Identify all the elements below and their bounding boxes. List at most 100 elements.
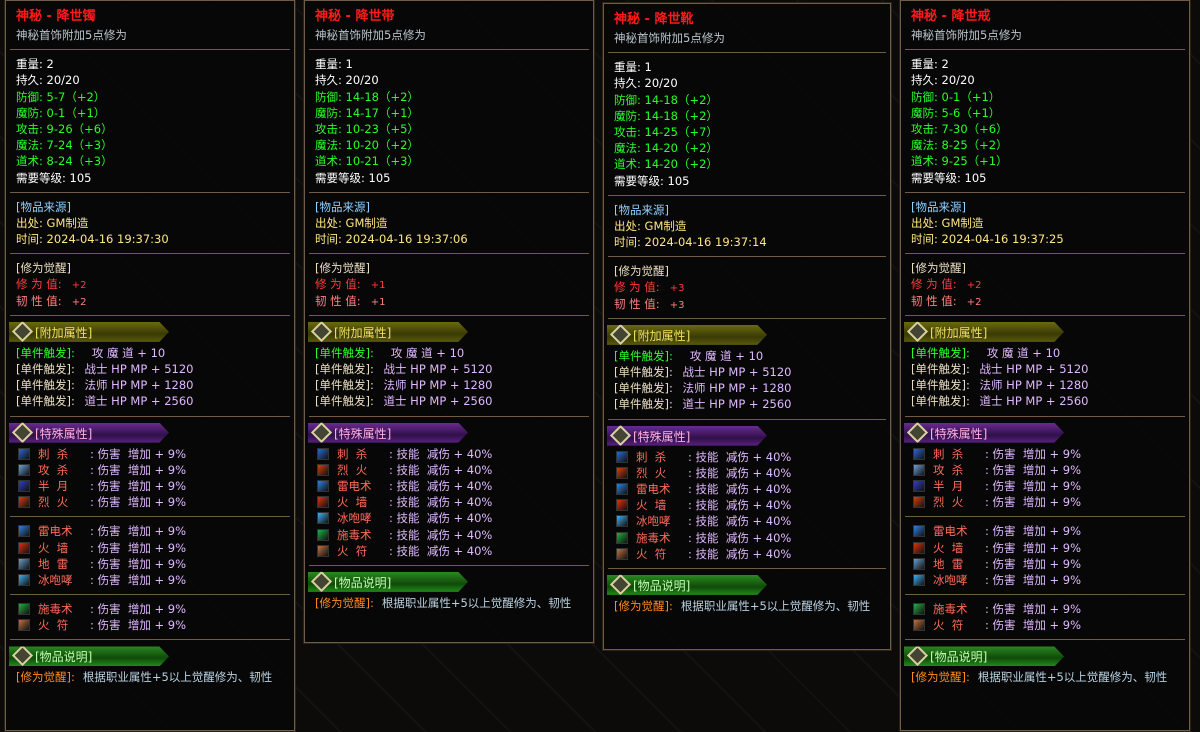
- skill-icon: [18, 557, 30, 570]
- skill-name: 冰咆哮: [337, 511, 372, 526]
- diamond-icon: [609, 574, 632, 595]
- attack-row-sep: :: [338, 121, 346, 136]
- skill-effect: 伤害 增加 + 9%: [992, 540, 1082, 555]
- toughness-row-value: +3: [669, 299, 685, 311]
- skill-colon: :: [688, 498, 696, 513]
- magic-defense-row: 魔防: 14-17（+1）: [305, 105, 593, 121]
- magic-row: 魔法: 14-20（+2）: [604, 140, 890, 156]
- diamond-icon: [609, 324, 632, 345]
- skill-row: 地 雷: 伤害 增加 + 9%: [901, 556, 1189, 572]
- skill-name: 施毒术: [38, 602, 73, 617]
- skill-name: 施毒术: [337, 527, 372, 542]
- skill-colon: :: [985, 495, 993, 510]
- skill-effect: 技能 减伤 + 40%: [695, 449, 792, 464]
- defense-row-value: 0-1（+1）: [941, 89, 1001, 104]
- origin-row-label: 出处: [315, 215, 338, 230]
- skill-icon: [616, 515, 628, 528]
- level-row-sep: :: [660, 173, 668, 188]
- attack-row-value: 14-25（+7）: [644, 124, 718, 139]
- skill-name: 火 符: [933, 618, 964, 633]
- trigger-key: [单件触发]:: [16, 345, 75, 360]
- magic-row: 魔法: 10-20（+2）: [305, 137, 593, 153]
- toughness-row-value: +2: [966, 296, 982, 308]
- skill-effect: 伤害 增加 + 9%: [992, 556, 1082, 571]
- extra-attributes-banner: [附加属性]: [904, 321, 1064, 342]
- trigger-value: 攻 魔 道 + 10: [975, 345, 1061, 360]
- attack-row-value: 10-23（+5）: [345, 121, 419, 136]
- skill-icon: [913, 573, 925, 586]
- diamond-icon: [11, 646, 34, 667]
- divider: [905, 253, 1185, 255]
- magic-defense-row-value: 5-6（+1）: [941, 105, 1001, 120]
- description-row: [修为觉醒]: 根据职业属性+5以上觉醒修为、韧性: [6, 669, 294, 685]
- skill-colon: :: [389, 495, 397, 510]
- skill-name: 冰咆哮: [38, 572, 73, 587]
- skill-row: 火 墙: 技能 减伤 + 40%: [305, 494, 593, 510]
- trigger-value: 法师 HP MP + 1280: [379, 378, 493, 393]
- skill-colon: :: [985, 524, 993, 539]
- description-key: [修为觉醒]:: [315, 595, 374, 610]
- description-text: 根据职业属性+5以上觉醒修为、韧性: [977, 670, 1168, 685]
- skill-effect: 伤害 增加 + 9%: [97, 495, 187, 510]
- skill-effect: 伤害 增加 + 9%: [992, 572, 1082, 587]
- trigger-key: [单件触发]:: [16, 394, 75, 409]
- item-tooltip-ring: 神秘 - 降世戒 神秘首饰附加5点修为 重量: 2 持久: 20/20 防御: 0-1（…: [899, 0, 1191, 732]
- description-key: [修为觉醒]:: [16, 670, 75, 685]
- taoism-row-sep: :: [39, 154, 47, 169]
- time-row-sep: :: [338, 232, 346, 247]
- durability-row-label: 持久: [911, 73, 934, 88]
- attack-row-label: 攻击: [315, 121, 338, 136]
- skill-effect: 伤害 增加 + 9%: [992, 602, 1082, 617]
- skill-colon: :: [985, 618, 993, 633]
- skill-colon: :: [985, 540, 993, 555]
- attack-row-sep: :: [637, 124, 645, 139]
- item-tooltip-belt: 神秘 - 降世带 神秘首饰附加5点修为 重量: 1 持久: 20/20 防御: 14-1…: [303, 0, 595, 644]
- origin-row-label: 出处: [16, 215, 39, 230]
- magic-row-sep: :: [338, 138, 346, 153]
- extra-attributes-banner-label: [附加属性]: [334, 325, 392, 340]
- divider: [309, 49, 589, 51]
- item-title: 神秘 - 降世戒: [911, 9, 991, 24]
- skill-icon: [616, 547, 628, 560]
- trigger-row: [单件触发]: 道士 HP MP + 2560: [305, 393, 593, 409]
- skill-name: 地 雷: [38, 556, 69, 571]
- skill-colon: :: [985, 462, 993, 477]
- awaken-header: [修为觉醒]: [614, 264, 669, 279]
- divider: [905, 191, 1185, 193]
- toughness-row-value: +2: [71, 296, 87, 308]
- defense-row-value: 5-7（+2）: [46, 89, 106, 104]
- skill-name: 攻 杀: [933, 462, 964, 477]
- attack-row: 攻击: 10-23（+5）: [305, 121, 593, 137]
- level-row-label: 需要等级: [315, 170, 361, 185]
- divider: [905, 49, 1185, 51]
- divider: [905, 314, 1185, 316]
- defense-row-value: 14-18（+2）: [345, 89, 419, 104]
- toughness-row: 韧 性 值: +2: [6, 293, 294, 309]
- skill-name: 雷电术: [337, 478, 372, 493]
- weight-row-value: 2: [46, 57, 54, 72]
- skill-colon: :: [389, 478, 397, 493]
- skill-colon: :: [985, 602, 993, 617]
- skill-effect: 伤害 增加 + 9%: [97, 462, 187, 477]
- skill-row: 烈 火: 技能 减伤 + 40%: [604, 465, 890, 481]
- skill-row: 火 墙: 技能 减伤 + 40%: [604, 497, 890, 513]
- magic-defense-row-value: 0-1（+1）: [46, 105, 106, 120]
- skill-effect: 技能 减伤 + 40%: [396, 478, 493, 493]
- diamond-icon: [609, 425, 632, 446]
- divider: [10, 49, 290, 51]
- divider: [10, 594, 290, 596]
- divider: [608, 52, 886, 54]
- magic-row-label: 魔法: [16, 138, 39, 153]
- magic-defense-row-label: 魔防: [315, 105, 338, 120]
- taoism-row: 道术: 9-25（+1）: [901, 153, 1189, 169]
- trigger-row: [单件触发]: 战士 HP MP + 5120: [901, 361, 1189, 377]
- skill-icon: [913, 447, 925, 460]
- skill-colon: :: [90, 602, 98, 617]
- level-row-sep: :: [62, 170, 70, 185]
- magic-row-label: 魔法: [911, 138, 934, 153]
- taoism-row-value: 14-20（+2）: [644, 157, 718, 172]
- attack-row-value: 9-26（+6）: [46, 121, 113, 136]
- defense-row-sep: :: [637, 92, 645, 107]
- trigger-value: 战士 HP MP + 5120: [678, 365, 792, 379]
- weight-row: 重量: 1: [604, 59, 890, 75]
